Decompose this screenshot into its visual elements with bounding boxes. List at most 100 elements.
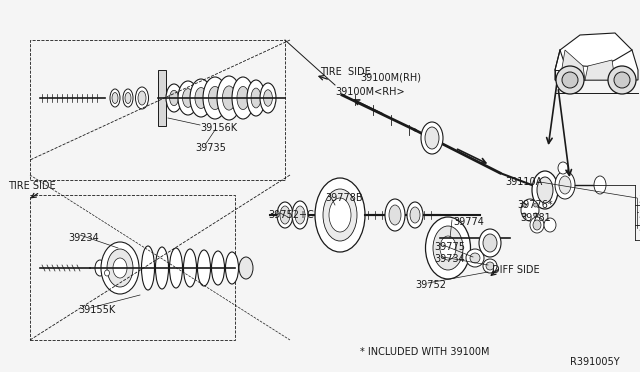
Ellipse shape	[556, 66, 584, 94]
Ellipse shape	[247, 80, 265, 116]
Ellipse shape	[440, 236, 456, 260]
Ellipse shape	[136, 87, 148, 109]
Ellipse shape	[264, 90, 273, 106]
Text: 39110A: 39110A	[638, 195, 640, 205]
Bar	[30, 195, 235, 340]
Polygon shape	[560, 50, 585, 80]
Ellipse shape	[555, 171, 575, 199]
Ellipse shape	[101, 242, 139, 294]
Ellipse shape	[125, 93, 131, 103]
Ellipse shape	[534, 213, 538, 217]
Ellipse shape	[533, 220, 541, 230]
Bar	[158, 70, 166, 126]
Ellipse shape	[217, 76, 241, 120]
Polygon shape	[555, 33, 638, 80]
Text: 39752+C: 39752+C	[268, 210, 314, 220]
Bar	[30, 40, 285, 180]
Text: 39775: 39775	[434, 242, 465, 252]
Ellipse shape	[182, 89, 193, 108]
Ellipse shape	[608, 66, 636, 94]
Ellipse shape	[209, 86, 221, 109]
Ellipse shape	[141, 246, 154, 290]
Text: 39735: 39735	[195, 143, 226, 153]
Ellipse shape	[104, 270, 109, 276]
Text: 39110AA: 39110AA	[638, 210, 640, 220]
Text: 39776*: 39776*	[517, 200, 552, 210]
Ellipse shape	[237, 86, 249, 109]
Ellipse shape	[260, 83, 276, 113]
Ellipse shape	[107, 249, 133, 287]
Text: 39110A: 39110A	[638, 223, 640, 233]
Ellipse shape	[223, 86, 236, 110]
Ellipse shape	[198, 250, 211, 286]
Ellipse shape	[225, 252, 239, 284]
Text: * INCLUDED WITH 39100M: * INCLUDED WITH 39100M	[360, 347, 490, 357]
Ellipse shape	[138, 91, 146, 105]
Ellipse shape	[195, 87, 207, 109]
Ellipse shape	[110, 89, 120, 107]
Ellipse shape	[530, 217, 544, 233]
Ellipse shape	[562, 72, 578, 88]
Ellipse shape	[184, 249, 196, 287]
Text: 39734: 39734	[434, 254, 465, 264]
Ellipse shape	[410, 207, 420, 223]
Ellipse shape	[190, 79, 212, 117]
Ellipse shape	[522, 203, 526, 207]
Text: 39100M<RH>: 39100M<RH>	[335, 87, 404, 97]
Ellipse shape	[112, 93, 118, 103]
Ellipse shape	[239, 257, 253, 279]
Text: DIFF SIDE: DIFF SIDE	[492, 265, 540, 275]
Ellipse shape	[433, 226, 463, 270]
Text: TIRE  SIDE: TIRE SIDE	[320, 67, 371, 77]
Ellipse shape	[470, 253, 480, 263]
Ellipse shape	[211, 251, 225, 285]
Ellipse shape	[559, 176, 571, 194]
Polygon shape	[585, 60, 615, 80]
Ellipse shape	[483, 234, 497, 252]
Text: 39781: 39781	[520, 213, 551, 223]
Ellipse shape	[614, 72, 630, 88]
Ellipse shape	[315, 178, 365, 252]
Text: 39156K: 39156K	[200, 123, 237, 133]
Text: TIRE SIDE: TIRE SIDE	[8, 181, 56, 191]
Ellipse shape	[486, 262, 494, 270]
Text: 39234: 39234	[68, 233, 99, 243]
Ellipse shape	[292, 201, 308, 229]
Ellipse shape	[558, 162, 568, 174]
Ellipse shape	[466, 249, 484, 267]
Ellipse shape	[178, 81, 198, 115]
Ellipse shape	[389, 205, 401, 225]
Ellipse shape	[522, 213, 526, 217]
Ellipse shape	[323, 189, 357, 241]
Ellipse shape	[156, 247, 168, 289]
Text: 39110A: 39110A	[505, 177, 542, 187]
Ellipse shape	[95, 260, 105, 276]
Ellipse shape	[277, 202, 293, 228]
Text: 39774: 39774	[453, 217, 484, 227]
Ellipse shape	[232, 77, 254, 119]
Ellipse shape	[537, 177, 553, 203]
Ellipse shape	[113, 258, 127, 278]
Ellipse shape	[426, 217, 470, 279]
Ellipse shape	[544, 218, 556, 232]
Ellipse shape	[483, 259, 497, 273]
Ellipse shape	[170, 90, 179, 106]
Text: 39752: 39752	[415, 280, 446, 290]
Ellipse shape	[329, 198, 351, 232]
Text: 39155K: 39155K	[78, 305, 115, 315]
Ellipse shape	[123, 89, 133, 107]
Ellipse shape	[251, 88, 261, 108]
Ellipse shape	[170, 248, 182, 288]
Ellipse shape	[594, 176, 606, 194]
Text: 39778B: 39778B	[325, 193, 363, 203]
Ellipse shape	[203, 77, 227, 119]
Text: R391005Y: R391005Y	[570, 357, 620, 367]
Ellipse shape	[534, 203, 538, 207]
Ellipse shape	[521, 199, 539, 221]
Ellipse shape	[425, 127, 439, 149]
Ellipse shape	[295, 206, 305, 224]
Ellipse shape	[385, 199, 405, 231]
Ellipse shape	[532, 171, 558, 209]
Ellipse shape	[421, 122, 443, 154]
Ellipse shape	[479, 229, 501, 257]
